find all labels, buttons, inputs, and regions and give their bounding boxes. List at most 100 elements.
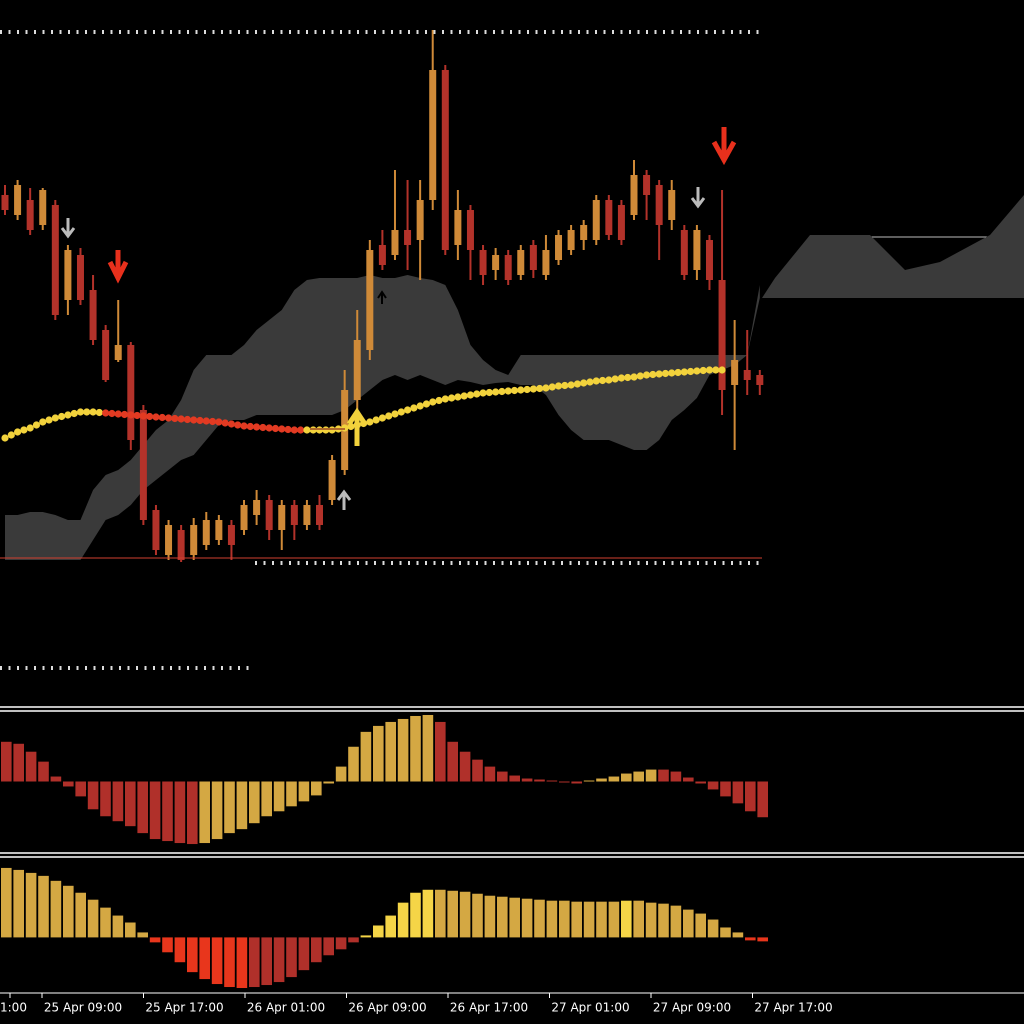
ma-dot — [454, 393, 462, 401]
candle-body — [366, 250, 374, 350]
histogram-bar — [633, 771, 644, 782]
histogram-bar — [298, 781, 310, 802]
ma-dot — [284, 425, 292, 434]
histogram-bar — [137, 932, 148, 938]
histogram-bar — [397, 718, 409, 782]
histogram-bar — [13, 869, 24, 938]
histogram-bar — [757, 937, 768, 942]
ma-dot — [592, 377, 600, 385]
histogram-bar — [261, 937, 272, 986]
down-arrow — [690, 187, 706, 209]
ma-dot — [642, 371, 651, 379]
ma-dot — [429, 398, 437, 406]
histogram-bar — [273, 937, 285, 983]
candle-body — [718, 280, 726, 390]
histogram-bar — [583, 780, 595, 782]
candle-body — [39, 190, 47, 225]
ma-dot — [108, 409, 116, 418]
ma-dot — [297, 426, 305, 434]
candle-body — [89, 290, 97, 340]
histogram-bar — [645, 769, 657, 782]
candle-body — [466, 210, 474, 250]
candle-body — [278, 505, 286, 530]
candle-body — [429, 70, 437, 200]
histogram-bar — [87, 781, 99, 810]
histogram-bar — [162, 781, 173, 842]
ma-dot — [139, 412, 147, 420]
histogram-bar — [658, 769, 669, 782]
histogram-bar — [621, 900, 632, 938]
sell-arrow — [107, 250, 129, 284]
histogram-bar — [199, 937, 210, 980]
price-panel — [1, 30, 764, 562]
ma-dot — [636, 372, 644, 380]
ma-dot — [253, 423, 261, 431]
cloud-projection — [762, 195, 1024, 298]
histogram-bar — [286, 781, 297, 807]
candle-body — [102, 330, 110, 380]
histogram-bar — [236, 937, 248, 989]
histogram-bar — [645, 902, 657, 938]
histogram-bar — [410, 715, 421, 782]
candle-body — [378, 245, 386, 265]
ma-dot — [278, 425, 286, 433]
ma-dot — [504, 387, 512, 395]
histogram-bar — [435, 889, 446, 938]
ma-dot — [208, 417, 217, 426]
histogram-bar — [385, 721, 396, 782]
histogram-bar — [149, 781, 161, 840]
candle-body — [253, 500, 261, 515]
ma-dot — [13, 428, 22, 436]
candle-body — [605, 200, 613, 235]
candle-body — [756, 375, 764, 385]
ichimoku-cloud — [5, 275, 760, 560]
ma-dot — [441, 395, 449, 403]
ma-dot — [492, 388, 500, 396]
histogram-bar — [707, 781, 719, 790]
candle-body — [227, 525, 235, 545]
histogram-bar — [410, 892, 421, 938]
candle-body — [668, 190, 676, 220]
histogram-bar — [745, 781, 756, 812]
ma-dot — [152, 413, 160, 421]
histogram-bar — [571, 901, 582, 938]
ma-dot — [89, 408, 97, 416]
candle-body — [391, 230, 399, 255]
histogram-bar — [249, 937, 260, 988]
candle-body — [567, 230, 575, 250]
candle-body — [64, 250, 72, 300]
ma-dot — [699, 366, 707, 375]
histogram-bar — [497, 771, 508, 782]
histogram-bar — [298, 937, 310, 971]
candle-body — [655, 185, 663, 225]
histogram-bar — [757, 781, 768, 818]
ma-dot — [466, 391, 475, 399]
histogram-bar — [75, 781, 86, 797]
ma-dot — [598, 376, 607, 385]
ma-dot — [517, 386, 525, 394]
histogram-bar — [459, 891, 471, 938]
candle-body — [479, 250, 487, 275]
candle-body — [743, 370, 751, 380]
time-label: 27 Apr 09:00 — [653, 1001, 731, 1015]
ma-dot — [422, 400, 431, 408]
ma-dot — [655, 370, 663, 378]
histogram-bar — [683, 909, 694, 938]
time-label: 26 Apr 01:00 — [247, 1001, 325, 1015]
ma-dot — [385, 412, 393, 420]
ma-dot — [403, 406, 412, 414]
histogram-bar — [323, 781, 334, 784]
histogram-bar — [720, 927, 731, 938]
histogram-bar — [211, 781, 223, 840]
candle-body — [328, 460, 336, 500]
candle-body — [617, 205, 625, 240]
ma-dot — [416, 402, 424, 410]
histogram-bar — [608, 901, 620, 938]
histogram-bar — [472, 759, 483, 782]
candle-body — [680, 230, 688, 275]
histogram-bar — [211, 937, 223, 985]
ma-dot — [51, 414, 59, 422]
candle-body — [202, 520, 210, 545]
histogram-bar — [63, 781, 74, 787]
oscillator-panel — [1, 867, 768, 989]
